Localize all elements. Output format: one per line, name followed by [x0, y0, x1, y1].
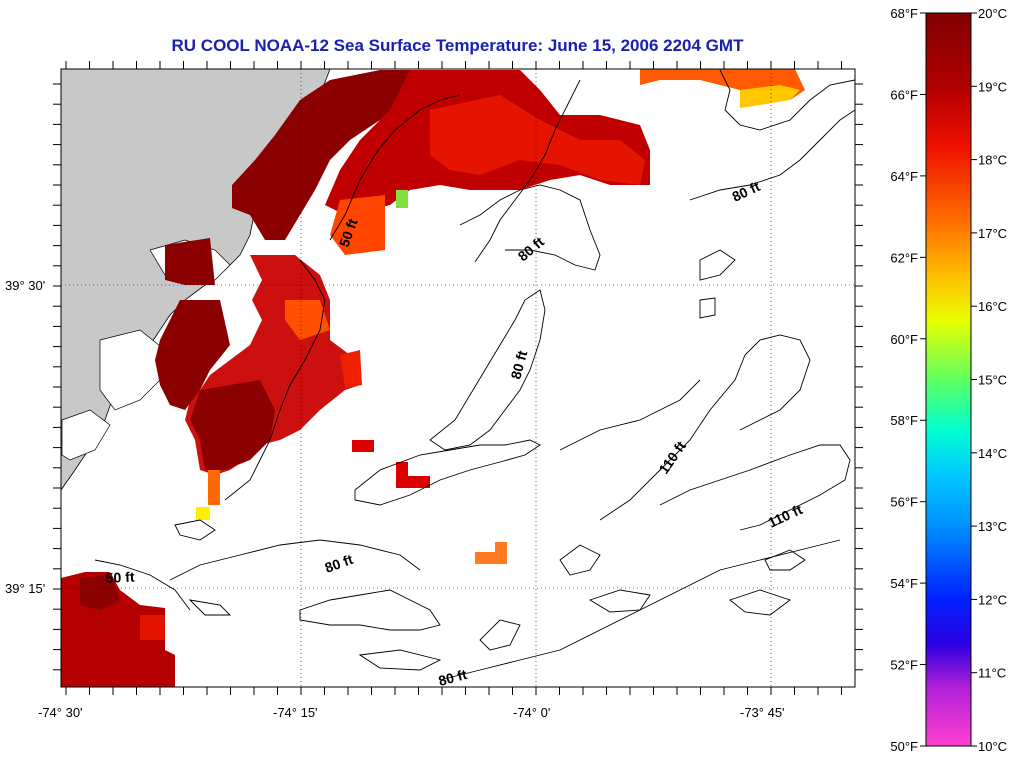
colorbar-f-labels: 68°F 66°F 64°F 62°F 60°F 58°F 56°F 54°F 52°F 50°F: [890, 6, 918, 754]
colorbar-f-label: 64°F: [890, 169, 918, 184]
axis-ticks: [53, 61, 863, 695]
colorbar-f-label: 58°F: [890, 413, 918, 428]
lat-label: 39° 30': [5, 278, 45, 293]
lon-label: -74° 0': [513, 705, 550, 720]
colorbar-c-label: 20°C: [978, 6, 1007, 21]
map-frame: [60, 68, 856, 688]
map-title: RU COOL NOAA-12 Sea Surface Temperature:…: [171, 36, 744, 55]
sst-pixels: [61, 69, 805, 687]
back-bay: [61, 409, 111, 461]
colorbar-c-label: 15°C: [978, 373, 1007, 388]
contour-label: 80 ft: [507, 349, 530, 381]
colorbar-gradient: [925, 12, 972, 747]
lat-label: 39° 15': [5, 581, 45, 596]
colorbar-f-label: 54°F: [890, 576, 918, 591]
lon-label: -73° 45': [740, 705, 785, 720]
colorbar-f-label: 62°F: [890, 250, 918, 265]
contour-label: 80 ft: [437, 666, 469, 689]
lon-label: -74° 30': [38, 705, 83, 720]
colorbar-ticks: [920, 12, 977, 747]
colorbar-c-label: 19°C: [978, 79, 1007, 94]
colorbar: 68°F 66°F 64°F 62°F 60°F 58°F 56°F 54°F 52°F 50°F…: [890, 6, 1007, 754]
colorbar-c-labels: 20°C 19°C 18°C 17°C 16°C 15°C 14°C 13°C 12°C 11°C…: [978, 6, 1007, 754]
colorbar-c-label: 18°C: [978, 153, 1007, 168]
colorbar-f-label: 68°F: [890, 6, 918, 21]
colorbar-f-label: 56°F: [890, 495, 918, 510]
colorbar-c-label: 14°C: [978, 446, 1007, 461]
map-plot-area: 50 ft 80 ft 80 ft 80 ft 80 ft 110 ft 110…: [61, 69, 855, 689]
colorbar-c-label: 16°C: [978, 299, 1007, 314]
colorbar-c-label: 17°C: [978, 226, 1007, 241]
colorbar-f-label: 60°F: [890, 332, 918, 347]
colorbar-c-label: 12°C: [978, 592, 1007, 607]
bathymetry-contours: [94, 69, 855, 681]
colorbar-c-label: 13°C: [978, 519, 1007, 534]
colorbar-f-label: 52°F: [890, 658, 918, 673]
lon-label: -74° 15': [273, 705, 318, 720]
colorbar-c-label: 11°C: [978, 666, 1006, 681]
colorbar-f-label: 50°F: [890, 739, 918, 754]
colorbar-f-label: 66°F: [890, 87, 918, 102]
back-bay: [99, 329, 166, 411]
colorbar-c-label: 10°C: [978, 739, 1007, 754]
contour-label: 50 ft: [105, 568, 135, 586]
map-grid: [61, 69, 855, 687]
